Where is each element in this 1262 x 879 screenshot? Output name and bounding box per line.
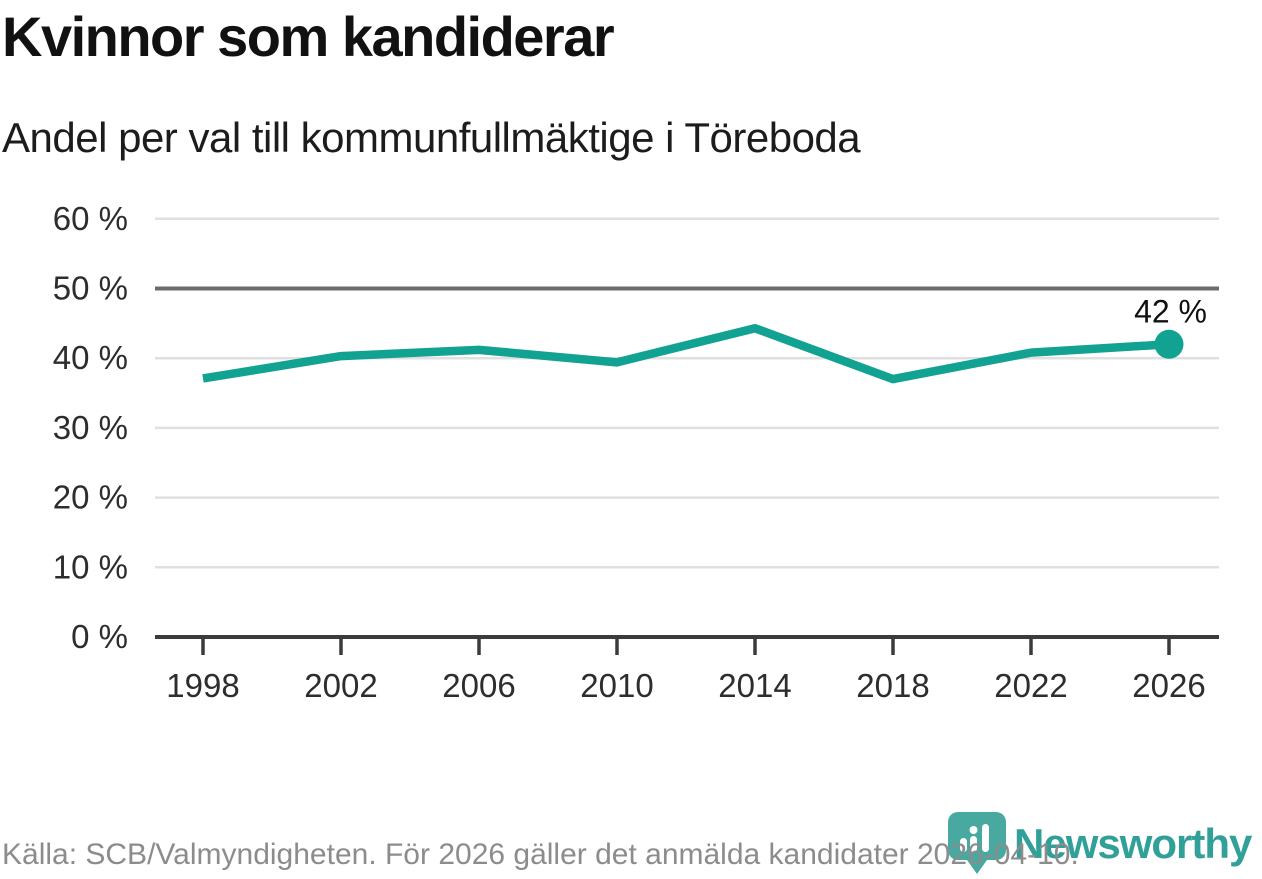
svg-text:40 %: 40 % (53, 339, 128, 376)
svg-text:60 %: 60 % (53, 200, 128, 237)
y-axis-labels: 0 % 10 % 20 % 30 % 40 % 50 % 60 % (53, 200, 128, 655)
svg-text:2022: 2022 (994, 667, 1067, 704)
svg-text:2006: 2006 (442, 667, 515, 704)
svg-text:1998: 1998 (166, 667, 239, 704)
chart-title: Kvinnor som kandiderar (2, 5, 615, 68)
newsworthy-logo: Newsworthy (948, 812, 1252, 876)
svg-text:2026: 2026 (1132, 667, 1205, 704)
svg-text:0 %: 0 % (71, 618, 128, 655)
gridlines (155, 217, 1219, 569)
svg-text:42 %: 42 % (1134, 293, 1207, 329)
svg-text:50 %: 50 % (53, 270, 128, 307)
end-value-label: 42 % (1134, 293, 1207, 329)
svg-text:30 %: 30 % (53, 409, 128, 446)
x-axis-labels: 1998 2002 2006 2010 2014 2018 2022 2026 (166, 667, 1205, 704)
x-axis (155, 635, 1219, 655)
newsworthy-pin-icon (948, 812, 1006, 874)
last-point-marker (1154, 329, 1184, 359)
source-note: Källa: SCB/Valmyndigheten. För 2026 gäll… (2, 838, 1079, 871)
svg-text:2002: 2002 (304, 667, 377, 704)
svg-text:2018: 2018 (856, 667, 929, 704)
svg-text:2014: 2014 (718, 667, 791, 704)
chart-subtitle: Andel per val till kommunfullmäktige i T… (2, 114, 861, 161)
newsworthy-logo-text: Newsworthy (1014, 820, 1252, 867)
svg-text:10 %: 10 % (53, 548, 128, 585)
data-line (202, 323, 1170, 384)
svg-text:2010: 2010 (580, 667, 653, 704)
line-chart: 0 % 10 % 20 % 30 % 40 % 50 % 60 % 1998 2002 2006… (53, 200, 1219, 704)
svg-text:20 %: 20 % (53, 479, 128, 516)
